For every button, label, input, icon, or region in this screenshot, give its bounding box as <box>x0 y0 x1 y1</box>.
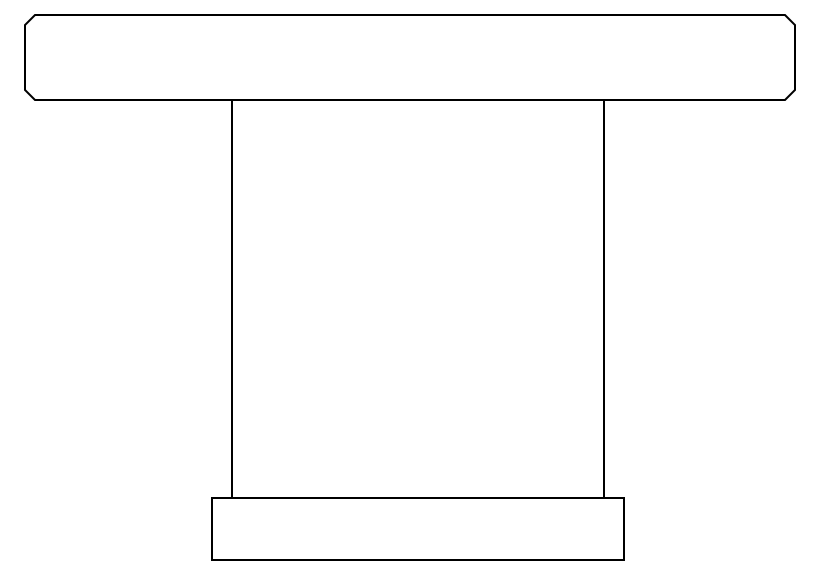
top-cap <box>25 15 795 100</box>
center-column <box>232 100 604 498</box>
technical-diagram <box>0 0 817 582</box>
bottom-base <box>212 498 624 560</box>
